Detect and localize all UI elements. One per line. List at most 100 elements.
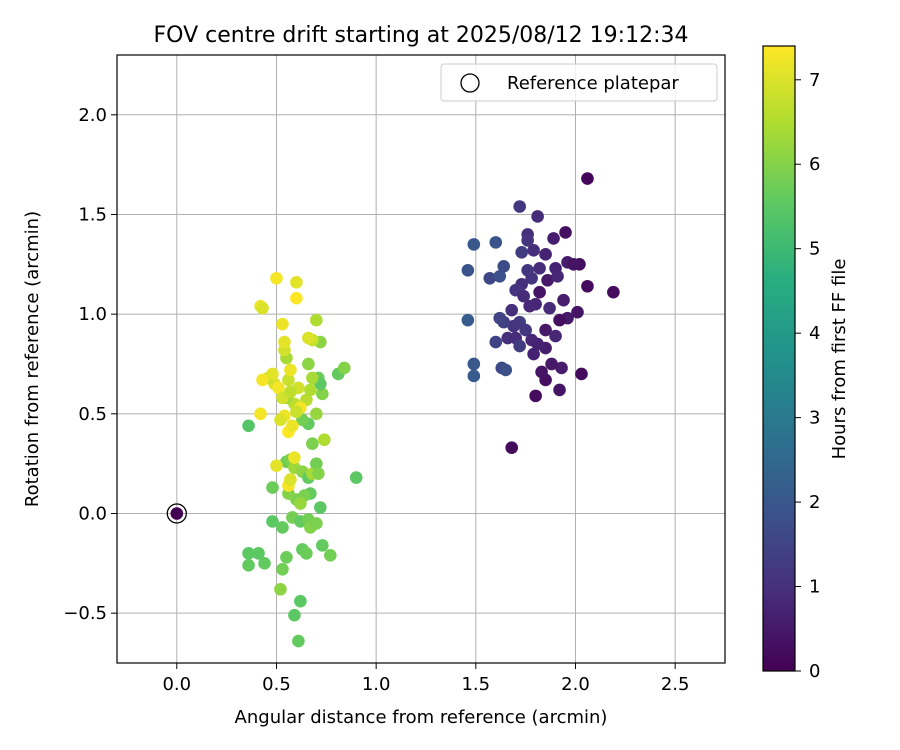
data-point	[316, 539, 329, 552]
data-point	[270, 459, 283, 472]
data-point	[349, 471, 363, 484]
data-point	[266, 515, 279, 528]
data-point	[507, 319, 520, 333]
data-point	[607, 285, 620, 299]
data-point	[531, 337, 544, 351]
data-point	[483, 271, 497, 285]
data-point	[258, 557, 271, 570]
data-point	[513, 200, 526, 213]
data-point	[294, 497, 307, 510]
data-point	[300, 547, 313, 560]
x-tick-label: 0.0	[162, 674, 191, 695]
data-point	[527, 244, 540, 257]
data-point	[571, 305, 584, 319]
data-point	[292, 634, 305, 648]
colorbar-tick-label: 5	[809, 239, 820, 260]
data-point	[575, 367, 588, 381]
data-points	[242, 172, 620, 648]
data-point	[551, 269, 564, 283]
data-point	[543, 301, 556, 315]
data-point	[276, 563, 289, 576]
data-point	[266, 367, 279, 381]
data-point	[553, 313, 566, 327]
data-point	[274, 413, 287, 427]
x-tick-label: 1.5	[461, 674, 490, 695]
data-point	[489, 335, 503, 349]
data-point	[290, 275, 303, 289]
data-point	[306, 437, 319, 451]
data-point	[489, 236, 503, 249]
data-point	[318, 433, 331, 447]
data-point	[272, 381, 285, 395]
x-tick-label: 0.5	[262, 674, 291, 695]
data-point	[282, 373, 295, 387]
data-point	[294, 594, 307, 608]
data-point	[312, 467, 325, 480]
x-axis-label: Angular distance from reference (arcmin)	[235, 707, 608, 728]
data-point	[497, 260, 511, 273]
data-point	[467, 357, 481, 371]
grid-lines	[117, 55, 725, 663]
data-point	[256, 301, 269, 315]
data-point	[280, 551, 293, 564]
data-point	[323, 549, 337, 562]
data-point	[290, 291, 303, 305]
data-point	[302, 331, 315, 345]
data-point	[547, 232, 560, 245]
data-point	[493, 269, 507, 283]
data-point	[266, 481, 279, 494]
reference-ring	[166, 503, 187, 524]
colorbar-tick-label: 4	[809, 323, 820, 344]
data-point	[553, 383, 566, 397]
data-point	[505, 441, 519, 455]
y-tick-label: −0.5	[63, 603, 107, 624]
data-point	[549, 329, 562, 343]
colorbar-tick-label: 0	[809, 661, 820, 682]
data-point	[467, 238, 481, 251]
y-tick-label: 1.0	[78, 304, 107, 325]
data-point	[310, 457, 323, 470]
legend-marker-reference	[460, 73, 480, 93]
colorbar-ticks: 0 1 2 3 4 5 6 7	[795, 70, 820, 682]
data-point	[533, 261, 546, 275]
data-point	[314, 501, 327, 514]
data-point	[304, 383, 317, 397]
reference-point	[170, 507, 184, 520]
data-point	[545, 357, 558, 371]
data-point	[288, 451, 301, 464]
legend: Reference platepar	[440, 63, 718, 102]
data-point	[539, 323, 552, 337]
reference-marker	[166, 503, 187, 524]
data-point	[252, 547, 265, 560]
colorbar-tick-label: 3	[809, 408, 820, 429]
data-point	[541, 273, 554, 287]
data-point	[499, 363, 513, 377]
y-tick-label: 0.0	[78, 503, 107, 524]
data-point	[533, 285, 546, 299]
legend-label-reference: Reference platepar	[507, 73, 679, 94]
data-point	[467, 369, 481, 383]
data-point	[519, 323, 532, 337]
colorbar	[762, 45, 796, 672]
y-tick-label: 1.5	[78, 204, 107, 225]
colorbar-tick-label: 2	[809, 492, 820, 513]
data-point	[310, 407, 323, 421]
data-point	[581, 172, 594, 185]
data-point	[337, 361, 351, 375]
x-tick-label: 2.5	[661, 674, 690, 695]
data-point	[274, 582, 287, 596]
data-point	[567, 258, 580, 271]
colorbar-tick-label: 7	[809, 70, 820, 91]
data-point	[505, 303, 519, 317]
data-point	[539, 248, 552, 261]
plot-frame	[116, 54, 726, 664]
y-tick-label: 2.0	[78, 105, 107, 126]
data-point	[581, 279, 594, 293]
data-point	[531, 210, 544, 223]
data-point	[493, 311, 507, 325]
data-point	[515, 246, 528, 259]
data-point	[286, 419, 299, 433]
data-point	[276, 521, 289, 534]
x-tick-label: 1.0	[362, 674, 391, 695]
data-point	[461, 313, 475, 327]
